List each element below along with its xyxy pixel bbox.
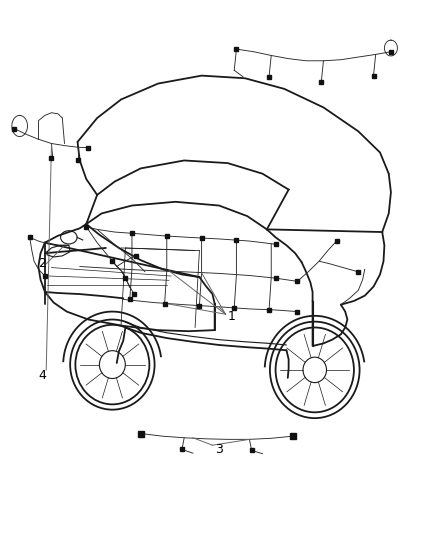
Text: 3: 3 [215, 443, 223, 456]
Text: 4: 4 [39, 369, 46, 382]
Text: 2: 2 [39, 257, 46, 270]
Text: 1: 1 [228, 310, 236, 324]
